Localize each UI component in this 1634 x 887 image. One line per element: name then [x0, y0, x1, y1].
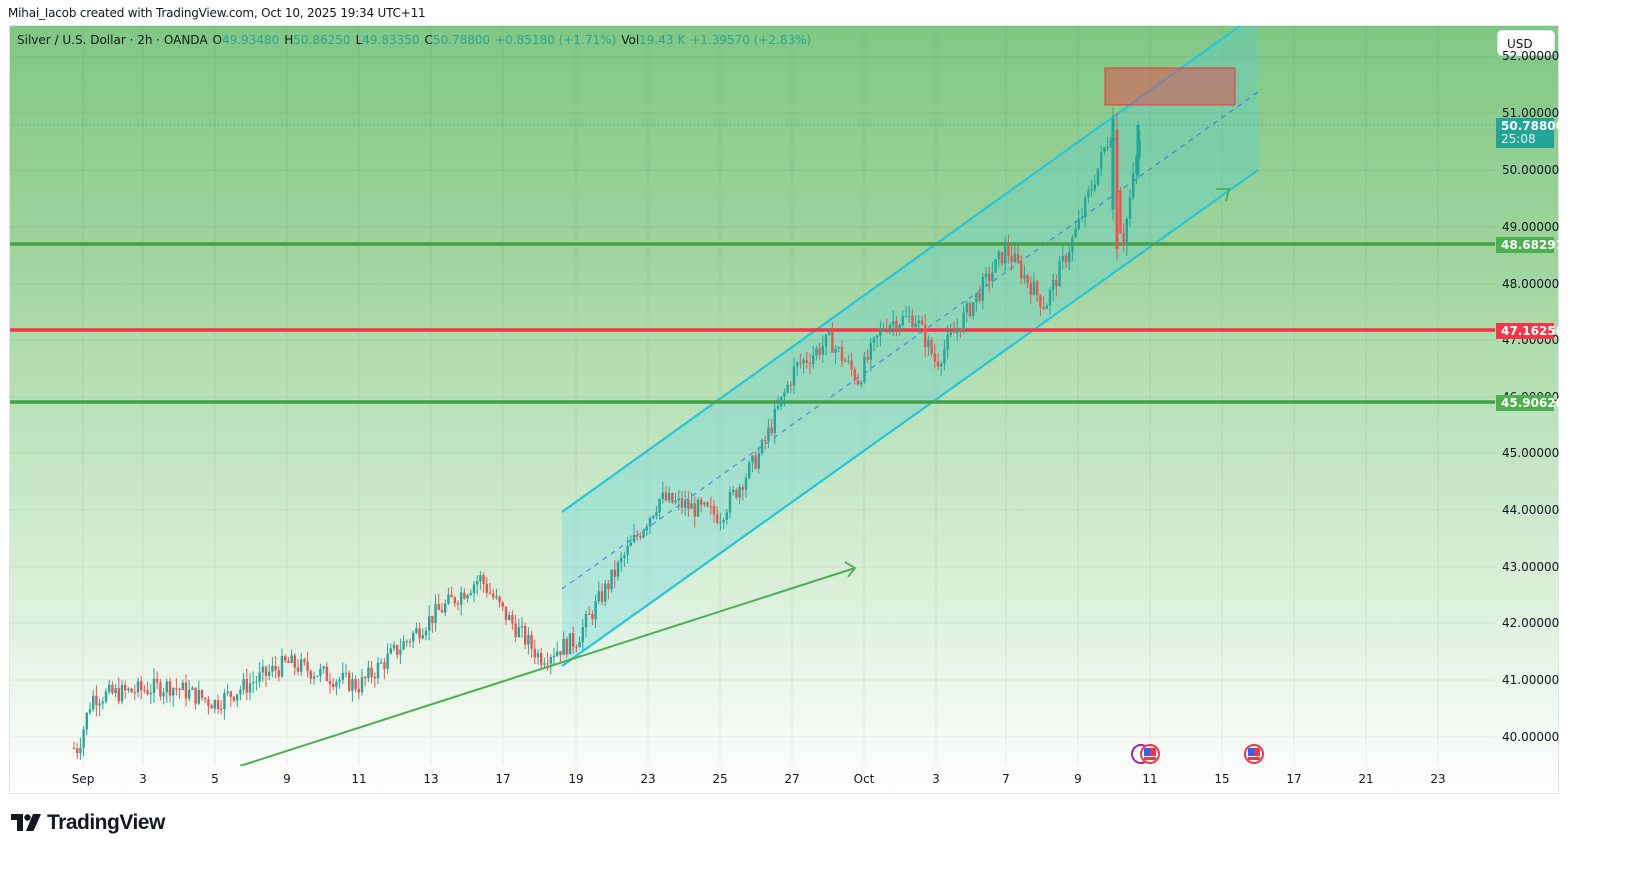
price-tick: 52.00000: [1502, 49, 1560, 63]
tradingview-logo[interactable]: TradingView: [11, 811, 165, 835]
open-value: 49.93480: [222, 33, 280, 47]
time-tick: 21: [1358, 772, 1374, 786]
price-tick: 49.00000: [1502, 220, 1560, 234]
volume-label: Vol: [621, 33, 640, 47]
trendline-arrowhead: [844, 561, 857, 578]
open-label: O: [212, 33, 222, 47]
price-tick: 45.00000: [1502, 446, 1560, 460]
price-tick: 42.00000: [1502, 616, 1560, 630]
time-tick: 5: [211, 772, 219, 786]
plot-background: [10, 26, 1558, 793]
time-tick: 23: [1430, 772, 1446, 786]
channel-fill: [562, 26, 1258, 666]
price-tick: 43.00000: [1502, 560, 1560, 574]
high-label: H: [284, 33, 294, 47]
time-tick: 9: [1074, 772, 1082, 786]
level-tag-45-91: 45.90620: [1496, 395, 1564, 411]
channel-lower-line: [561, 169, 1259, 667]
price-tick: 48.00000: [1502, 277, 1560, 291]
price-tick: 41.00000: [1502, 673, 1560, 687]
us-flag-event-icon[interactable]: [1244, 744, 1264, 764]
close-label: C: [424, 33, 433, 47]
time-tick: 17: [495, 772, 511, 786]
time-tick: 15: [1214, 772, 1230, 786]
channel-mid-line: [561, 91, 1259, 590]
volume-value: 19.43 K: [639, 33, 686, 47]
candlestick-series: [72, 107, 1141, 760]
change-value: +0.85180 (+1.71%): [495, 33, 617, 47]
time-tick: 27: [784, 772, 800, 786]
time-tick: Sep: [71, 772, 95, 786]
us-flag-event-icon[interactable]: [1140, 744, 1160, 764]
resistance-box: [1104, 67, 1236, 106]
chart-area[interactable]: [9, 25, 1559, 794]
time-tick: Oct: [853, 772, 875, 786]
currency-button[interactable]: USD: [1497, 30, 1555, 56]
time-tick: 19: [568, 772, 584, 786]
time-tick: 25: [712, 772, 728, 786]
channel-arrowhead: [1216, 188, 1231, 202]
tradingview-logo-text: TradingView: [47, 811, 165, 834]
level-tag-48-68: 48.68291: [1496, 237, 1564, 253]
high-value: 50.86250: [293, 33, 351, 47]
time-tick: 11: [1142, 772, 1158, 786]
price-tick: 50.00000: [1502, 163, 1560, 177]
close-value: 50.78800: [432, 33, 491, 47]
bar-countdown: 25:08: [1501, 132, 1536, 146]
volume-change: +1.39570 (+2.83%): [690, 33, 812, 47]
symbol-legend: Silver / U.S. Dollar · 2h · OANDA O 49.93…: [17, 33, 811, 47]
time-tick: 3: [139, 772, 147, 786]
symbol-title: Silver / U.S. Dollar · 2h · OANDA: [17, 33, 208, 47]
low-label: L: [355, 33, 363, 47]
time-tick: 11: [351, 772, 367, 786]
price-tick: 51.00000: [1502, 106, 1560, 120]
time-tick: 7: [1002, 772, 1010, 786]
time-tick: 17: [1286, 772, 1302, 786]
price-tick: 40.00000: [1502, 730, 1560, 744]
time-tick: 9: [283, 772, 291, 786]
last-price-tag: 50.78800 25:08: [1496, 118, 1565, 148]
last-price-value: 50.78800: [1501, 119, 1565, 133]
time-tick: 3: [932, 772, 940, 786]
tradingview-logo-icon: [11, 814, 41, 831]
low-value: 49.83350: [362, 33, 420, 47]
time-tick: 13: [423, 772, 439, 786]
level-tag-47-16: 47.16256: [1496, 323, 1564, 339]
price-tick: 44.00000: [1502, 503, 1560, 517]
time-tick: 23: [640, 772, 656, 786]
chart-credit: Mihai_Iacob created with TradingView.com…: [8, 6, 426, 20]
channel-upper-line: [561, 26, 1241, 513]
